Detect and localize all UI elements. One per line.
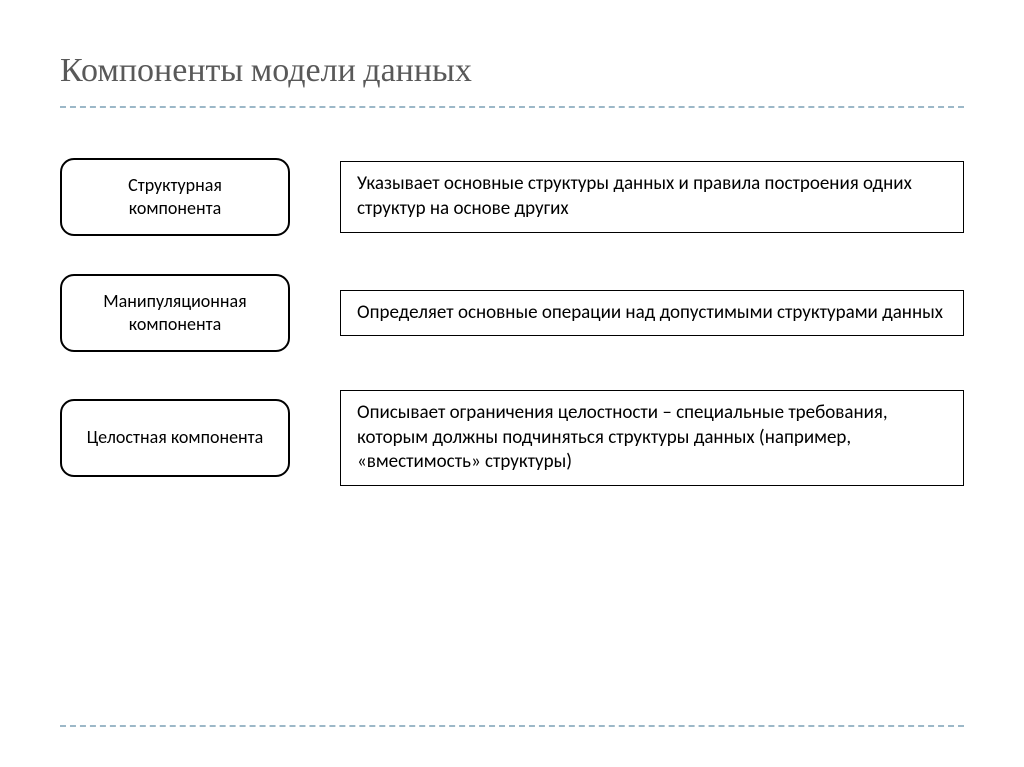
component-box-structural: Структурная компонента bbox=[60, 158, 290, 236]
slide-container: Компоненты модели данных Структурная ком… bbox=[0, 0, 1024, 767]
component-row: Структурная компонента Указывает основны… bbox=[60, 158, 964, 236]
component-box-integrity: Целостная компонента bbox=[60, 399, 290, 477]
description-box-integrity: Описывает ограничения целостности – спец… bbox=[340, 390, 964, 486]
component-row: Манипуляционная компонента Определяет ос… bbox=[60, 274, 964, 352]
component-box-manipulation: Манипуляционная компонента bbox=[60, 274, 290, 352]
content-area: Структурная компонента Указывает основны… bbox=[60, 158, 964, 675]
slide-title: Компоненты модели данных bbox=[60, 50, 964, 90]
description-box-structural: Указывает основные структуры данных и пр… bbox=[340, 161, 964, 232]
divider-top bbox=[60, 106, 964, 108]
divider-bottom bbox=[60, 725, 964, 727]
component-row: Целостная компонента Описывает ограничен… bbox=[60, 390, 964, 486]
description-box-manipulation: Определяет основные операции над допусти… bbox=[340, 290, 964, 337]
